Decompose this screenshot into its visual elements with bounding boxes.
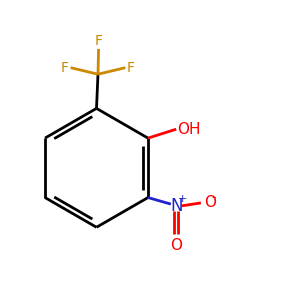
- Text: -: -: [211, 191, 216, 204]
- Text: +: +: [178, 194, 188, 204]
- Text: OH: OH: [177, 122, 201, 137]
- Text: F: F: [94, 34, 103, 48]
- Text: N: N: [170, 197, 182, 215]
- Text: O: O: [205, 195, 217, 210]
- Text: F: F: [61, 61, 69, 75]
- Text: F: F: [127, 61, 135, 75]
- Text: O: O: [170, 238, 182, 253]
